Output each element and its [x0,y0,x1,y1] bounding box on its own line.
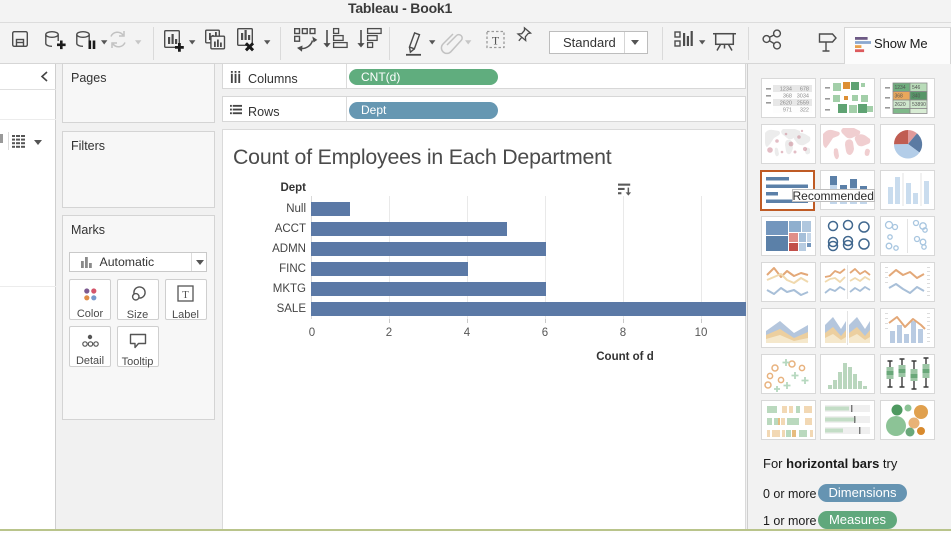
svg-text:2620: 2620 [895,102,906,108]
svg-text:2620: 2620 [780,101,792,107]
svg-text:53890: 53890 [912,102,926,108]
svg-text:340: 340 [912,94,921,100]
svg-text:971: 971 [783,108,792,114]
svg-text:1234: 1234 [895,85,906,91]
svg-text:546: 546 [912,85,921,91]
svg-text:678: 678 [800,87,809,93]
svg-text:2559: 2559 [797,101,809,107]
svg-text:368: 368 [895,94,904,100]
svg-text:368: 368 [783,94,792,100]
svg-text:T: T [182,289,189,301]
svg-text:T: T [492,34,500,48]
svg-text:3034: 3034 [797,94,809,100]
svg-text:1234: 1234 [780,87,792,93]
svg-text:322: 322 [800,108,809,114]
